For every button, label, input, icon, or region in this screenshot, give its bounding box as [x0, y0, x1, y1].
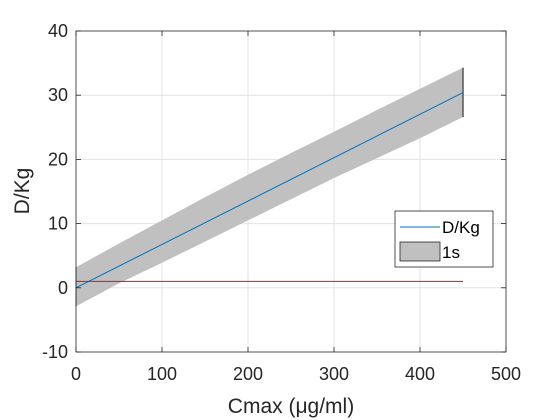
series-lines	[75, 92, 464, 289]
series-line-dkg	[75, 92, 464, 289]
legend-band-swatch	[399, 241, 441, 262]
x-tick-labels: 0 100 200 300 400 500	[71, 364, 521, 384]
x-tick-label: 400	[405, 364, 435, 384]
plot-frame	[75, 30, 507, 353]
y-tick-label: 0	[58, 278, 68, 298]
y-tick-label: -10	[42, 342, 68, 362]
y-tick-labels: -10 0 10 20 30 40	[42, 21, 68, 362]
band-area	[76, 67, 463, 307]
x-axis-label: Cmax (μg/ml)	[228, 395, 354, 418]
x-tick-label: 300	[319, 364, 349, 384]
x-tick-label: 200	[233, 364, 263, 384]
y-tick-label: 30	[48, 85, 68, 105]
x-tick-label: 0	[71, 364, 81, 384]
tick-marks	[75, 30, 507, 353]
y-axis-label: D/Kg	[11, 168, 34, 215]
legend: D/Kg 1s	[394, 210, 494, 268]
legend-label-dkg: D/Kg	[442, 218, 480, 237]
legend-label-1s: 1s	[442, 243, 460, 262]
x-tick-label: 500	[491, 364, 521, 384]
x-tick-label: 100	[147, 364, 177, 384]
y-tick-label: 20	[48, 149, 68, 169]
y-tick-label: 40	[48, 21, 68, 41]
y-tick-label: 10	[48, 214, 68, 234]
